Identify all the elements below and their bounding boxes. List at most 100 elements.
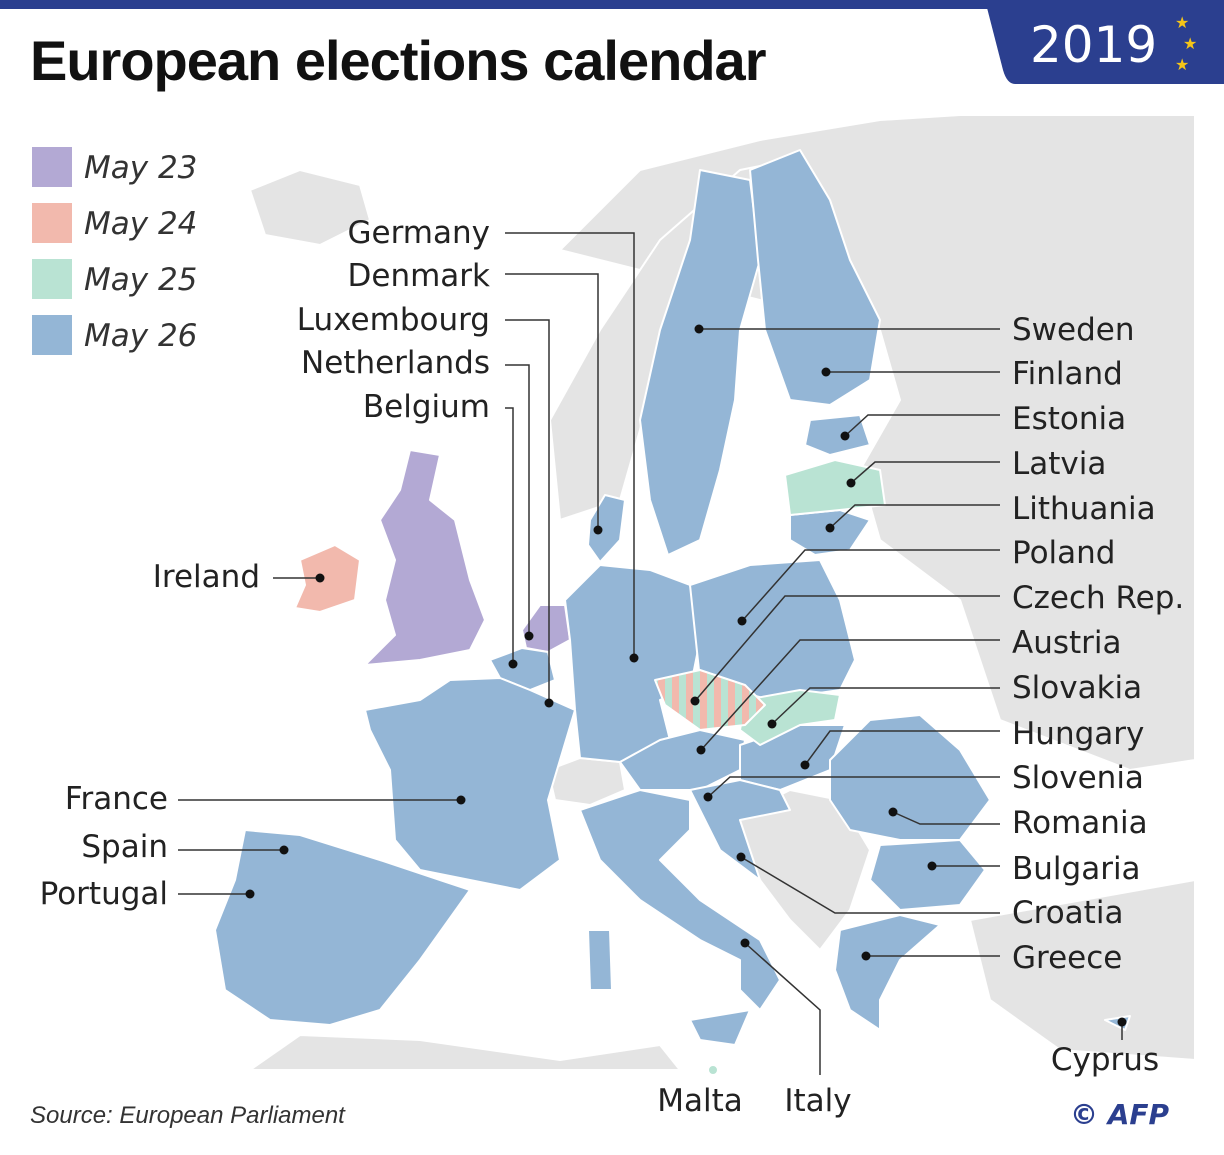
leader-line-hungary: [804, 730, 1000, 766]
leader-line-germany: [505, 232, 635, 658]
label-croatia: Croatia: [1012, 895, 1123, 931]
marker-cyprus: [1117, 1017, 1127, 1027]
afp-logo: © AFP: [1070, 1098, 1170, 1131]
marker-hungary: [800, 760, 810, 770]
marker-bulgaria: [927, 861, 937, 871]
label-ireland: Ireland: [153, 559, 260, 595]
label-bulgaria: Bulgaria: [1012, 851, 1141, 887]
label-finland: Finland: [1012, 356, 1123, 392]
label-germany: Germany: [348, 215, 490, 251]
country-ireland: [294, 544, 361, 613]
source-note: Source: European Parliament: [30, 1102, 345, 1129]
leader-line-belgium: [505, 407, 514, 664]
marker-netherlands: [524, 631, 534, 641]
marker-finland: [821, 367, 831, 377]
marker-sweden: [694, 324, 704, 334]
leader-line-poland: [741, 549, 1000, 622]
label-slovakia: Slovakia: [1012, 670, 1142, 706]
marker-ireland: [315, 573, 325, 583]
country-czech-rep: [654, 669, 766, 731]
country-slovenia-croatia: [689, 779, 791, 881]
label-denmark: Denmark: [348, 258, 491, 294]
label-poland: Poland: [1012, 535, 1116, 571]
marker-belgium: [508, 659, 518, 669]
non-eu-turkey: [969, 879, 1196, 1061]
leader-line-denmark: [505, 273, 599, 530]
label-cyprus: Cyprus: [1051, 1042, 1159, 1078]
legend-label: May 23: [84, 150, 197, 186]
legend-swatch: [32, 315, 72, 355]
marker-romania: [888, 807, 898, 817]
label-netherlands: Netherlands: [301, 345, 490, 381]
country-uk: [364, 449, 486, 666]
star-icon: ★: [1175, 15, 1189, 32]
label-austria: Austria: [1012, 625, 1122, 661]
marker-italy: [740, 938, 750, 948]
country-sicily: [689, 1009, 751, 1046]
marker-slovakia: [767, 719, 777, 729]
marker-latvia: [846, 478, 856, 488]
label-romania: Romania: [1012, 805, 1148, 841]
star-icon: ★: [1183, 36, 1197, 53]
leader-line-lithuania: [829, 504, 1000, 529]
legend-label: May 24: [84, 206, 197, 242]
label-czech: Czech Rep.: [1012, 580, 1184, 616]
marker-greece: [861, 951, 871, 961]
leader-line-estonia: [844, 414, 1000, 437]
label-greece: Greece: [1012, 940, 1122, 976]
legend: May 23 May 24 May 25 May 26: [32, 147, 197, 355]
legend-label: May 26: [84, 318, 197, 354]
marker-slovenia: [703, 792, 713, 802]
country-malta: [707, 1064, 719, 1076]
leader-line-croatia: [740, 856, 1000, 914]
label-spain: Spain: [81, 829, 168, 865]
country-estonia: [804, 414, 871, 456]
legend-swatch: [32, 259, 72, 299]
year-badge: 2019 ★ ★ ★: [985, 0, 1224, 84]
leader-line-czech: [694, 595, 1000, 702]
country-spain-portugal: [214, 829, 471, 1026]
label-malta: Malta: [657, 1083, 743, 1119]
page-title: European elections calendar: [30, 29, 766, 92]
label-portugal: Portugal: [40, 876, 168, 912]
marker-lithuania: [825, 523, 835, 533]
marker-austria: [696, 745, 706, 755]
country-labels: Germany Denmark Luxembourg Netherlands Belgi…: [40, 215, 1185, 1119]
star-icon: ★: [1175, 57, 1189, 74]
label-belgium: Belgium: [363, 389, 490, 425]
marker-portugal: [245, 889, 255, 899]
non-eu-iceland: [249, 169, 371, 246]
marker-poland: [737, 616, 747, 626]
marker-denmark: [593, 525, 603, 535]
leader-line-luxembourg: [505, 319, 550, 703]
year-text: 2019: [1030, 16, 1157, 74]
marker-luxembourg: [544, 698, 554, 708]
label-luxembourg: Luxembourg: [297, 302, 490, 338]
label-estonia: Estonia: [1012, 401, 1126, 437]
leader-lines: [178, 232, 1127, 1075]
country-germany: [564, 564, 701, 763]
leader-line-netherlands: [505, 364, 530, 636]
leader-line-austria: [700, 639, 1000, 751]
country-france: [364, 677, 576, 891]
leader-line-latvia: [850, 461, 1000, 484]
label-lithuania: Lithuania: [1012, 491, 1156, 527]
marker-estonia: [840, 431, 850, 441]
leader-line-slovenia: [707, 776, 1000, 798]
non-eu-balkans: [729, 789, 871, 951]
afp-credit: © AFP: [1070, 1098, 1170, 1131]
marker-czech: [690, 696, 700, 706]
legend-swatch: [32, 147, 72, 187]
leader-line-romania: [892, 811, 1000, 825]
marker-spain: [279, 845, 289, 855]
label-slovenia: Slovenia: [1012, 760, 1144, 796]
country-latvia: [784, 459, 886, 516]
non-eu-africa: [249, 1034, 681, 1071]
legend-label: May 25: [84, 262, 197, 298]
leader-line-italy: [744, 942, 821, 1075]
country-bulgaria: [869, 839, 986, 911]
label-sweden: Sweden: [1012, 312, 1135, 348]
country-italy: [579, 789, 781, 1011]
leader-line-slovakia: [771, 687, 1000, 725]
top-bar: [0, 0, 1224, 9]
